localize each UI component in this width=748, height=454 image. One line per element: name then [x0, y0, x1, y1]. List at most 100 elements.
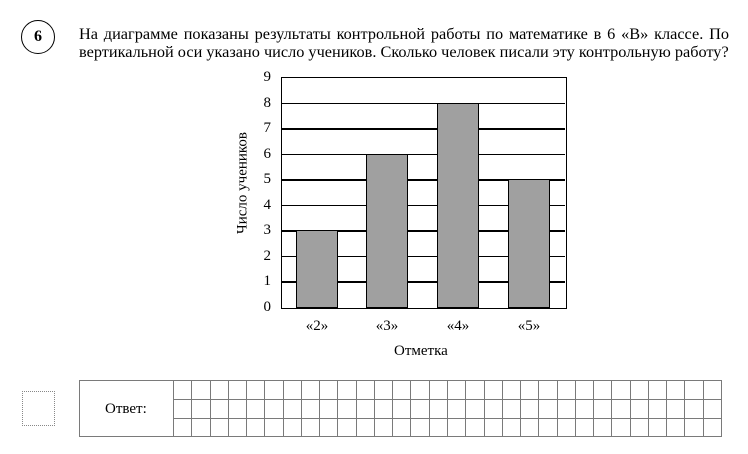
answer-cell[interactable] [520, 381, 538, 400]
answer-cell[interactable] [574, 399, 594, 418]
answer-cell[interactable] [483, 417, 502, 436]
answer-cell[interactable] [647, 399, 667, 418]
answer-cell[interactable] [629, 417, 648, 436]
answer-cell[interactable] [428, 381, 447, 400]
answer-cell[interactable] [611, 417, 630, 436]
answer-cell[interactable] [337, 417, 356, 436]
answer-cell[interactable] [191, 417, 210, 436]
answer-cell[interactable] [264, 399, 283, 418]
answer-cell[interactable] [410, 417, 429, 436]
answer-cell[interactable] [209, 381, 228, 400]
question-text-line-1: На диаграмме показаны результаты контрол… [79, 24, 729, 43]
answer-cell[interactable] [666, 381, 684, 400]
answer-cell[interactable] [173, 381, 191, 400]
answer-cell[interactable] [410, 381, 428, 400]
answer-cell[interactable] [483, 381, 502, 400]
answer-cell[interactable] [392, 417, 411, 436]
x-category-label: «5» [517, 318, 541, 334]
answer-cell[interactable] [593, 399, 612, 418]
answer-cell[interactable] [264, 417, 283, 436]
answer-cell[interactable] [465, 399, 484, 418]
answer-cell[interactable] [191, 381, 209, 400]
answer-cell[interactable] [611, 381, 629, 400]
answer-cell[interactable] [209, 417, 228, 436]
answer-cell[interactable] [355, 417, 374, 436]
answer-cell[interactable] [702, 417, 721, 436]
question-number: 6 [34, 28, 42, 45]
answer-cell[interactable] [428, 399, 447, 418]
answer-cell[interactable] [337, 399, 356, 418]
answer-cell[interactable] [574, 381, 593, 400]
answer-cell[interactable] [684, 381, 702, 400]
answer-cell[interactable] [373, 417, 393, 436]
answer-cell[interactable] [647, 381, 666, 400]
answer-cell[interactable] [264, 381, 282, 400]
bar-chart: Число учеников Отметка 0 1 2 3 4 5 6 7 8 9 «2» «3» «… [235, 69, 567, 359]
answer-cell[interactable] [538, 399, 557, 418]
answer-cell[interactable] [702, 381, 721, 400]
y-tick-label: 9 [263, 69, 272, 85]
answer-cell[interactable] [355, 381, 374, 400]
answer-cell[interactable] [629, 381, 648, 400]
answer-cell[interactable] [501, 399, 521, 418]
answer-cell[interactable] [574, 417, 594, 436]
answer-cell[interactable] [173, 399, 192, 418]
answer-cell[interactable] [300, 381, 319, 400]
answer-cell[interactable] [465, 417, 484, 436]
answer-cell[interactable] [300, 417, 320, 436]
answer-cell[interactable] [593, 381, 611, 400]
answer-cell[interactable] [702, 399, 721, 418]
answer-cell[interactable] [538, 381, 556, 400]
answer-cell[interactable] [666, 417, 685, 436]
answer-cell[interactable] [684, 417, 703, 436]
answer-cell[interactable] [392, 399, 411, 418]
answer-cell[interactable] [246, 381, 264, 400]
answer-cell[interactable] [392, 381, 410, 400]
answer-cell[interactable] [556, 399, 575, 418]
answer-cell[interactable] [209, 399, 228, 418]
answer-cell[interactable] [410, 399, 429, 418]
answer-cell[interactable] [300, 399, 320, 418]
answer-cell[interactable] [428, 417, 447, 436]
answer-cell[interactable] [282, 381, 301, 400]
answer-label: Ответ: [105, 401, 147, 417]
answer-cell[interactable] [337, 381, 355, 400]
answer-cell[interactable] [373, 399, 393, 418]
answer-cell[interactable] [227, 381, 246, 400]
answer-cell[interactable] [684, 399, 703, 418]
answer-cell[interactable] [483, 399, 502, 418]
answer-cell[interactable] [246, 399, 265, 418]
answer-cell[interactable] [501, 417, 521, 436]
answer-cell[interactable] [593, 417, 612, 436]
answer-grid[interactable] [173, 381, 721, 436]
bar-4 [437, 102, 479, 309]
answer-cell[interactable] [355, 399, 374, 418]
answer-cell[interactable] [556, 417, 575, 436]
answer-cell[interactable] [191, 399, 210, 418]
answer-cell[interactable] [520, 417, 539, 436]
answer-cell[interactable] [629, 399, 648, 418]
answer-cell[interactable] [465, 381, 483, 400]
answer-cell[interactable] [556, 381, 575, 400]
answer-cell[interactable] [647, 417, 667, 436]
x-category-label: «2» [305, 318, 329, 334]
answer-cell[interactable] [319, 417, 338, 436]
answer-cell[interactable] [319, 399, 338, 418]
answer-cell[interactable] [173, 417, 192, 436]
answer-cell[interactable] [282, 417, 301, 436]
answer-cell[interactable] [246, 417, 265, 436]
answer-cell[interactable] [446, 417, 466, 436]
answer-cell[interactable] [373, 381, 392, 400]
answer-cell[interactable] [282, 399, 301, 418]
answer-cell[interactable] [520, 399, 539, 418]
answer-cell[interactable] [538, 417, 557, 436]
answer-cell[interactable] [227, 417, 247, 436]
answer-cell[interactable] [446, 381, 465, 400]
gridline [281, 179, 565, 181]
answer-cell[interactable] [611, 399, 630, 418]
answer-cell[interactable] [666, 399, 685, 418]
answer-cell[interactable] [227, 399, 247, 418]
answer-cell[interactable] [319, 381, 337, 400]
answer-cell[interactable] [501, 381, 520, 400]
answer-cell[interactable] [446, 399, 466, 418]
